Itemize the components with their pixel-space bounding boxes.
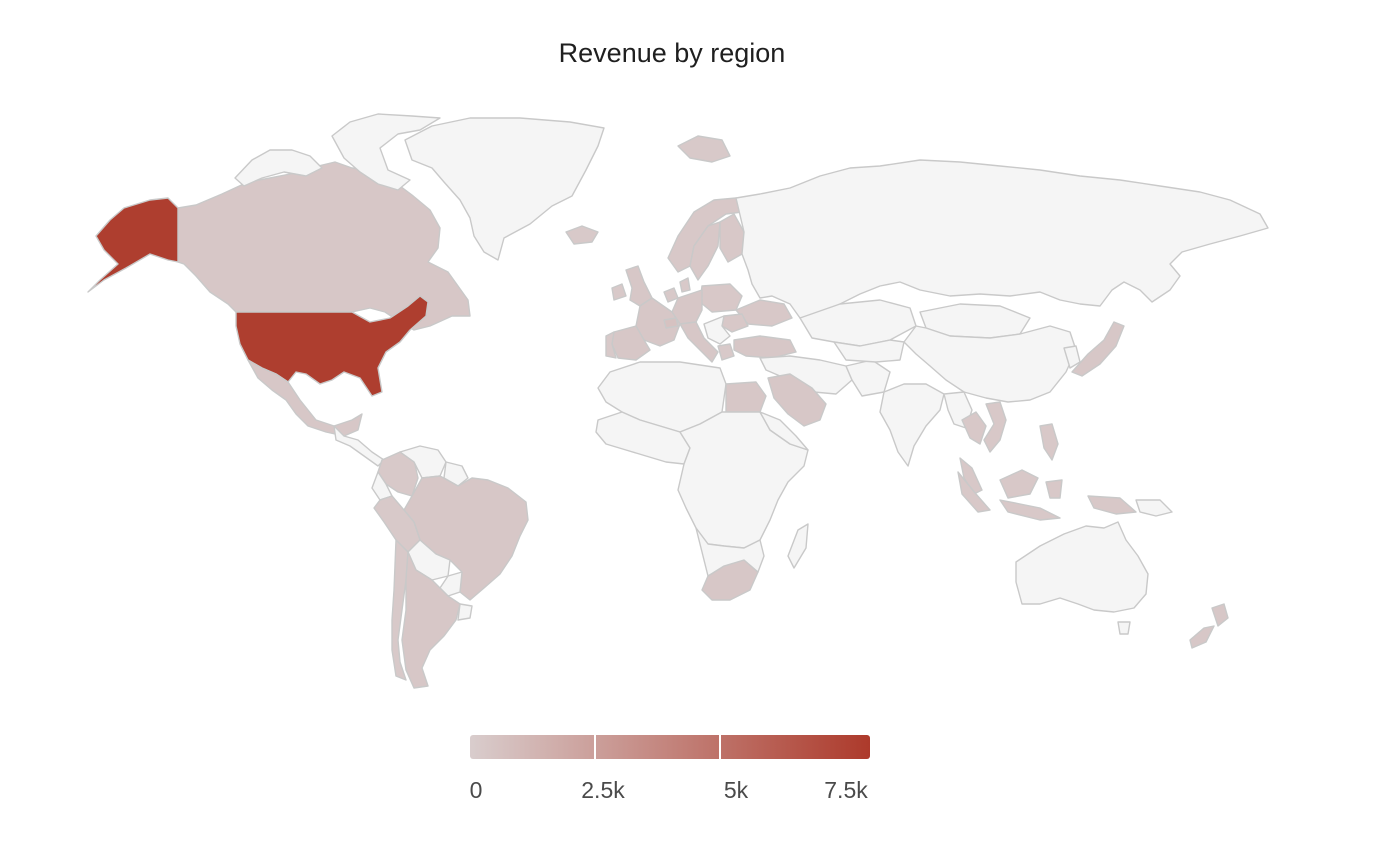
region-uruguay[interactable] <box>457 603 473 621</box>
region-sweden[interactable] <box>689 221 721 281</box>
region-china[interactable] <box>903 325 1077 403</box>
region-netherlands[interactable] <box>663 287 679 303</box>
region-central-asia[interactable] <box>833 339 905 363</box>
region-egypt[interactable] <box>725 381 767 413</box>
region-russia[interactable] <box>735 159 1269 319</box>
legend-tick-label: 7.5k <box>824 777 868 803</box>
region-portugal[interactable] <box>605 331 617 359</box>
region-svalbard[interactable] <box>677 135 731 163</box>
region-argentina[interactable] <box>401 551 461 689</box>
region-indonesia[interactable] <box>957 471 1137 521</box>
region-canadian-arctic[interactable] <box>234 113 441 191</box>
region-finland[interactable] <box>719 213 745 263</box>
region-india[interactable] <box>879 383 945 467</box>
region-madagascar[interactable] <box>787 523 809 569</box>
legend-tick-label: 0 <box>469 777 483 803</box>
region-middle-east[interactable] <box>759 355 853 395</box>
region-turkey[interactable] <box>733 335 797 359</box>
region-tasmania[interactable] <box>1117 621 1131 635</box>
region-venezuela[interactable] <box>399 445 447 479</box>
region-papua-new-guinea[interactable] <box>1135 499 1173 517</box>
region-paraguay[interactable] <box>439 571 463 597</box>
region-saudi-arabia[interactable] <box>767 373 827 427</box>
region-japan[interactable] <box>1071 321 1125 377</box>
region-ireland[interactable] <box>611 283 627 301</box>
region-poland[interactable] <box>699 283 743 313</box>
region-iceland[interactable] <box>565 225 599 245</box>
region-malaysia[interactable] <box>959 457 1039 499</box>
region-australia[interactable] <box>1015 521 1149 613</box>
region-denmark[interactable] <box>679 277 691 293</box>
region-ukraine[interactable] <box>735 299 793 327</box>
region-east-africa[interactable] <box>759 411 809 451</box>
region-iran[interactable] <box>845 359 891 397</box>
region-italy[interactable] <box>679 321 719 363</box>
legend-tick-label: 2.5k <box>581 777 625 803</box>
region-southern-africa[interactable] <box>695 527 765 577</box>
region-mexico[interactable] <box>247 359 363 437</box>
region-thailand[interactable] <box>961 411 987 445</box>
legend-tick-label: 5k <box>723 777 749 803</box>
region-kazakhstan[interactable] <box>799 299 917 347</box>
region-philippines[interactable] <box>1039 423 1059 461</box>
region-balkans[interactable] <box>703 315 731 345</box>
region-switzerland[interactable] <box>663 317 679 329</box>
region-greece[interactable] <box>717 343 735 361</box>
legend-divider <box>594 735 596 759</box>
region-guyana[interactable] <box>443 461 469 487</box>
region-romania[interactable] <box>721 313 749 333</box>
legend-divider <box>719 735 721 759</box>
region-new-zealand[interactable] <box>1189 603 1229 649</box>
legend-color-scale <box>470 735 870 759</box>
region-greenland[interactable] <box>404 117 605 261</box>
chart-title: Revenue by region <box>558 38 786 68</box>
region-vietnam[interactable] <box>983 401 1007 453</box>
region-norway[interactable] <box>667 197 743 273</box>
